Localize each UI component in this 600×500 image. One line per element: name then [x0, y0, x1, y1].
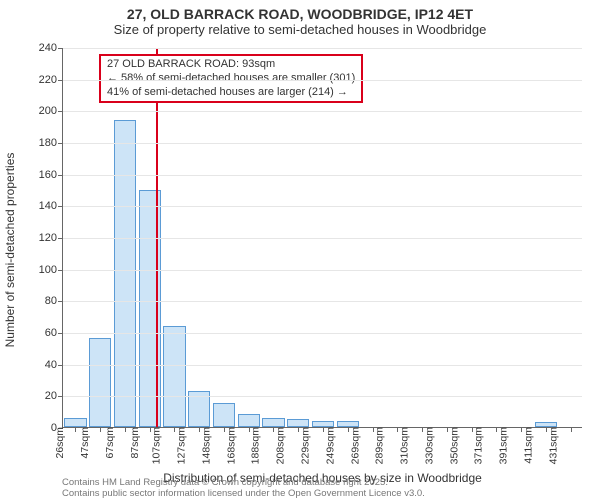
- chart-title: 27, OLD BARRACK ROAD, WOODBRIDGE, IP12 4…: [0, 0, 600, 22]
- xtick-label: 47sqm: [77, 427, 91, 459]
- xtick-label: 330sqm: [421, 427, 435, 464]
- xtick-label: 26sqm: [53, 427, 67, 459]
- histogram-bar: [287, 419, 309, 427]
- xtick-label: 269sqm: [347, 427, 361, 464]
- gridline: [63, 301, 582, 302]
- ytick-label: 180: [39, 137, 63, 149]
- xtick-label: 310sqm: [396, 427, 410, 464]
- histogram-bar: [213, 403, 235, 427]
- ytick-label: 40: [45, 359, 63, 371]
- ytick-label: 60: [45, 327, 63, 339]
- xtick-label: 371sqm: [471, 427, 485, 464]
- histogram-bar: [238, 414, 260, 427]
- xtick-label: 127sqm: [174, 427, 188, 464]
- gridline: [63, 48, 582, 49]
- xtick-label: 107sqm: [149, 427, 163, 464]
- xtick-label: 289sqm: [372, 427, 386, 464]
- chart-subtitle: Size of property relative to semi-detach…: [0, 22, 600, 41]
- y-axis-label: Number of semi-detached properties: [3, 153, 17, 348]
- xtick-label: 411sqm: [521, 427, 535, 464]
- xtick-label: 208sqm: [273, 427, 287, 464]
- annotation-line: 41% of semi-detached houses are larger (…: [107, 86, 355, 100]
- gridline: [63, 206, 582, 207]
- plot-area: 27 OLD BARRACK ROAD: 93sqm← 58% of semi-…: [62, 48, 582, 428]
- xtick-label: 350sqm: [446, 427, 460, 464]
- histogram-bar: [163, 326, 185, 427]
- gridline: [63, 143, 582, 144]
- xtick-label: 249sqm: [322, 427, 336, 464]
- gridline: [63, 270, 582, 271]
- ytick-label: 200: [39, 105, 63, 117]
- xtick-mark: [125, 427, 126, 432]
- gridline: [63, 238, 582, 239]
- annotation-line: 27 OLD BARRACK ROAD: 93sqm: [107, 58, 355, 72]
- chart-container: 27, OLD BARRACK ROAD, WOODBRIDGE, IP12 4…: [0, 0, 600, 500]
- annotation-box: 27 OLD BARRACK ROAD: 93sqm← 58% of semi-…: [99, 54, 363, 103]
- ytick-label: 80: [45, 295, 63, 307]
- footer-line-2: Contains public sector information licen…: [62, 489, 425, 500]
- ytick-label: 160: [39, 169, 63, 181]
- ytick-label: 20: [45, 390, 63, 402]
- histogram-bar: [114, 120, 136, 427]
- gridline: [63, 365, 582, 366]
- annotation-line: ← 58% of semi-detached houses are smalle…: [107, 72, 355, 86]
- xtick-label: 229sqm: [297, 427, 311, 464]
- xtick-label: 168sqm: [223, 427, 237, 464]
- ytick-label: 100: [39, 264, 63, 276]
- attribution-footer: Contains HM Land Registry data © Crown c…: [62, 478, 425, 500]
- gridline: [63, 175, 582, 176]
- gridline: [63, 333, 582, 334]
- xtick-label: 391sqm: [495, 427, 509, 464]
- xtick-label: 87sqm: [127, 427, 141, 459]
- ytick-label: 120: [39, 232, 63, 244]
- ytick-label: 140: [39, 200, 63, 212]
- xtick-label: 188sqm: [248, 427, 262, 464]
- xtick-label: 148sqm: [198, 427, 212, 464]
- xtick-mark: [75, 427, 76, 432]
- gridline: [63, 111, 582, 112]
- xtick-label: 431sqm: [545, 427, 559, 464]
- gridline: [63, 80, 582, 81]
- gridline: [63, 396, 582, 397]
- xtick-mark: [571, 427, 572, 432]
- histogram-bar: [89, 338, 111, 427]
- histogram-bar: [262, 418, 284, 428]
- xtick-mark: [100, 427, 101, 432]
- ytick-label: 240: [39, 42, 63, 54]
- xtick-label: 67sqm: [102, 427, 116, 459]
- ytick-label: 220: [39, 74, 63, 86]
